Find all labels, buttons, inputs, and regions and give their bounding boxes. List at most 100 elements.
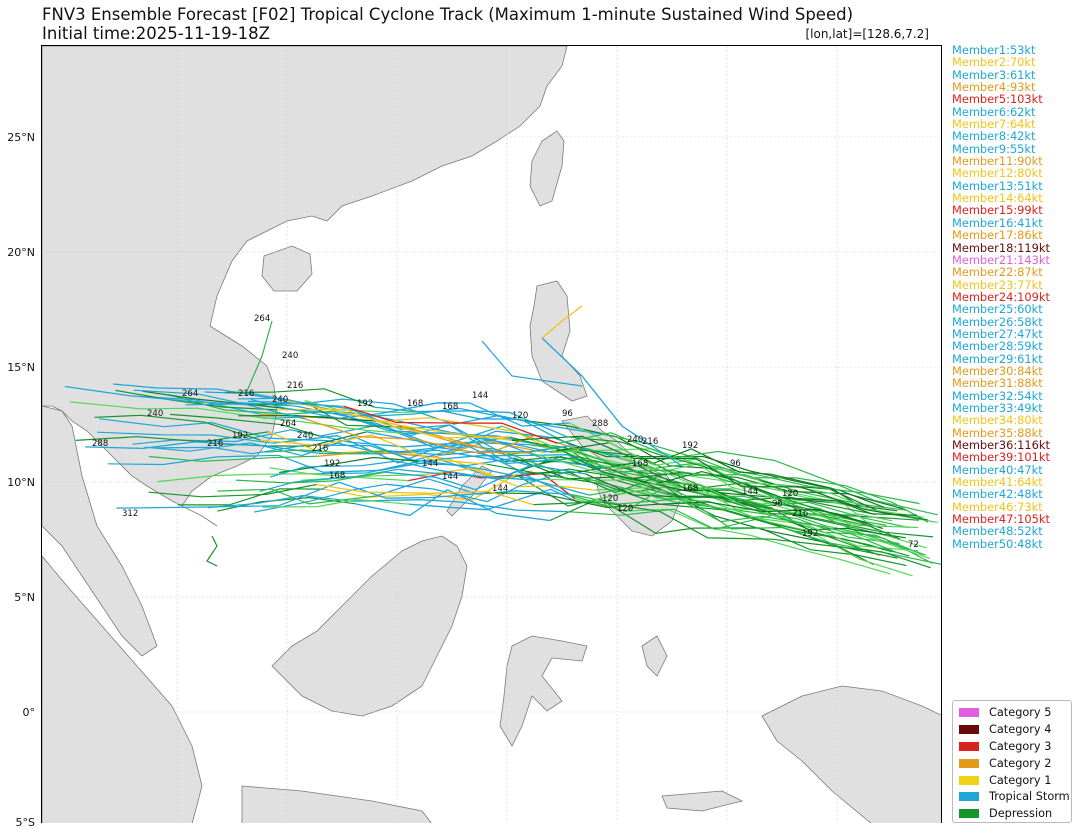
legend-swatch — [959, 724, 979, 734]
member-entry: Member21:143kt — [952, 252, 1050, 267]
track-time-label: 192 — [357, 399, 373, 409]
member-entry: Member16:41kt — [952, 215, 1043, 230]
track-line — [142, 390, 306, 412]
track-time-label: 288 — [92, 439, 108, 449]
track-line — [567, 508, 923, 555]
track-line — [397, 468, 590, 496]
member-entry: Member13:51kt — [952, 178, 1043, 193]
member-entry: Member23:77kt — [952, 277, 1043, 292]
legend-label: Category 4 — [989, 722, 1052, 736]
track-line — [97, 431, 273, 444]
track-time-label: 72 — [908, 540, 919, 550]
track-line — [579, 449, 910, 557]
track-time-label: 240 — [147, 409, 163, 419]
track-line — [557, 432, 938, 516]
member-entry: Member1:53kt — [952, 43, 1036, 57]
land-group — [42, 46, 941, 823]
track-line — [601, 470, 918, 516]
track-line — [75, 431, 269, 443]
land-borneo — [271, 535, 468, 717]
track-time-label: 192 — [682, 441, 698, 451]
track-line — [116, 505, 279, 509]
track-line — [486, 463, 898, 559]
track-time-label: 144 — [442, 472, 458, 482]
land-halmahera — [641, 635, 668, 677]
member-entry: Member17:86kt — [952, 228, 1043, 243]
track-time-label: 216 — [287, 381, 303, 391]
track-line — [385, 470, 570, 496]
member-entry: Member39:101kt — [952, 450, 1050, 465]
track-line — [285, 400, 512, 441]
lat-label-20n: 20°N — [7, 246, 35, 259]
member-entry: Member36:116kt — [952, 438, 1050, 452]
track-line — [235, 471, 386, 484]
land-java — [241, 785, 432, 823]
track-time-label: 240 — [282, 351, 298, 361]
track-line — [185, 402, 344, 407]
track-time-label: 96 — [562, 409, 573, 419]
legend-entry: Category 1 — [953, 772, 1071, 789]
track-line — [601, 433, 929, 523]
member-entry: Member3:61kt — [952, 67, 1036, 82]
legend-entry: Category 3 — [953, 738, 1071, 755]
track-line — [374, 406, 568, 438]
track-line — [276, 408, 510, 439]
member-entry: Member28:59kt — [952, 339, 1043, 354]
track-line — [481, 340, 583, 387]
track-line — [509, 436, 880, 556]
track-line — [260, 434, 487, 465]
track-time-label: 168 — [682, 484, 698, 494]
track-line — [279, 456, 419, 474]
member-entry: Member25:60kt — [952, 302, 1043, 317]
track-time-label: 120 — [782, 489, 798, 499]
legend-entry: Category 5 — [953, 704, 1071, 721]
member-entry: Member7:64kt — [952, 117, 1036, 132]
lat-label-25n: 25°N — [7, 131, 35, 144]
track-time-label: 96 — [730, 459, 741, 469]
legend-entry: Category 4 — [953, 721, 1071, 738]
legend-entry: Tropical Storm — [953, 788, 1071, 805]
legend-label: Category 5 — [989, 705, 1052, 719]
track-line — [533, 501, 931, 569]
legend-entry: Depression — [953, 805, 1071, 822]
track-line — [144, 442, 302, 457]
member-entry: Member33:49kt — [952, 400, 1043, 415]
track-line — [531, 452, 919, 552]
track-time-label: 168 — [407, 399, 423, 409]
track-time-label: 216 — [207, 439, 223, 449]
legend-label: Category 2 — [989, 756, 1052, 770]
track-line — [246, 320, 273, 392]
legend-entry: Category 2 — [953, 755, 1071, 772]
track-line — [255, 402, 403, 428]
track-time-label: 240 — [272, 395, 288, 405]
track-line — [156, 444, 308, 455]
legend-label: Category 1 — [989, 773, 1052, 787]
track-time-label: 216 — [642, 437, 658, 447]
member-entry: Member31:88kt — [952, 376, 1043, 391]
track-line — [217, 488, 376, 505]
track-line — [170, 413, 321, 437]
track-time-label: 120 — [512, 411, 528, 421]
legend-label: Category 3 — [989, 739, 1052, 753]
land-sulawesi — [499, 635, 588, 747]
track-line — [148, 483, 317, 498]
track-time-label: 168 — [329, 471, 345, 481]
initial-time: Initial time:2025-11-19-18Z — [42, 24, 270, 43]
track-time-label: 144 — [422, 459, 438, 469]
land-hainan — [261, 245, 313, 292]
track-time-label: 288 — [592, 419, 608, 429]
land-new-guinea — [761, 685, 941, 823]
track-line — [270, 460, 397, 478]
member-entry: Member34:80kt — [952, 413, 1043, 428]
member-entry: Member15:99kt — [952, 203, 1043, 218]
member-entry: Member18:119kt — [952, 240, 1050, 255]
track-line — [485, 492, 867, 524]
track-line — [305, 418, 532, 454]
member-entry: Member2:70kt — [952, 55, 1036, 70]
member-list: Member1:53kt Member2:70kt Member3:61kt Memb… — [952, 44, 1078, 550]
track-time-label: 216 — [312, 444, 328, 454]
track-line — [605, 463, 930, 559]
member-entry: Member46:73kt — [952, 499, 1043, 514]
track-line — [264, 449, 390, 455]
